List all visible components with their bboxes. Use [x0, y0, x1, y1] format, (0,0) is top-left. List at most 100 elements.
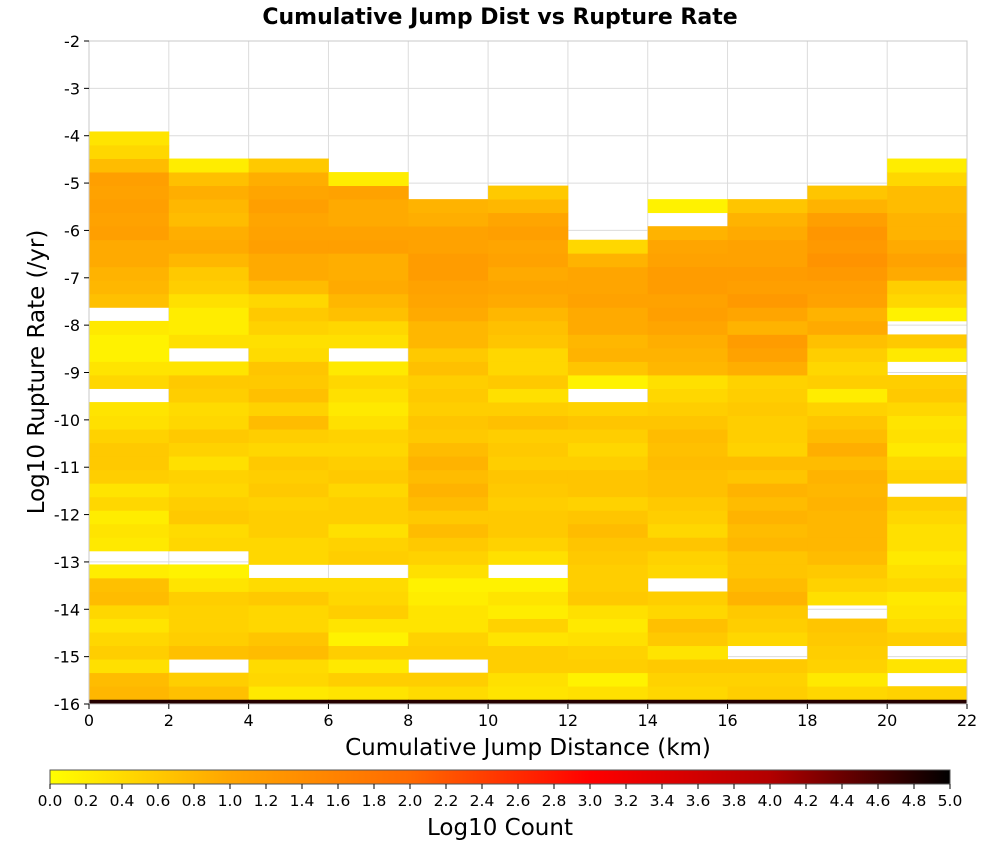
heatmap-cell — [887, 591, 968, 606]
heatmap-cell — [89, 605, 170, 619]
heatmap-cell — [647, 239, 728, 254]
heatmap-cell — [408, 577, 489, 592]
heatmap-cell — [408, 496, 489, 511]
heatmap-cell — [807, 510, 888, 525]
heatmap-cell — [488, 659, 569, 674]
heatmap-cell — [168, 577, 250, 592]
heatmap-cell — [168, 672, 250, 687]
heatmap-cell — [408, 320, 489, 335]
heatmap-cell — [328, 375, 409, 389]
heatmap-cell — [248, 415, 329, 430]
heatmap-cell — [168, 632, 250, 647]
heatmap-cell — [488, 185, 569, 200]
heatmap-cell — [488, 415, 569, 430]
heatmap-cell — [488, 266, 569, 281]
heatmap-cell — [807, 456, 888, 471]
y-tick-label: -12 — [54, 506, 80, 525]
heatmap-cell — [89, 320, 170, 335]
heatmap-cell — [408, 226, 489, 241]
heatmap-cell — [887, 347, 968, 362]
heatmap-cell — [567, 605, 649, 619]
heatmap-cell — [727, 469, 808, 484]
heatmap-cell — [807, 591, 888, 606]
colorbar-tick-label: 0.2 — [74, 792, 99, 810]
heatmap-cell — [887, 307, 968, 322]
heatmap-cell — [408, 672, 489, 687]
heatmap-cell — [168, 605, 250, 619]
heatmap-cell — [807, 699, 888, 704]
x-tick-label: 20 — [877, 711, 897, 730]
heatmap-cell — [887, 496, 968, 511]
heatmap-cell — [408, 510, 489, 525]
colorbar-label: Log10 Count — [427, 815, 573, 841]
heatmap-cell — [727, 212, 808, 227]
heatmap-cell — [408, 618, 489, 633]
heatmap-cell — [807, 550, 888, 565]
heatmap-cell — [488, 293, 569, 308]
heatmap-cell — [887, 266, 968, 281]
heatmap-cell — [567, 483, 649, 498]
heatmap-cell — [168, 212, 250, 227]
heatmap-cell — [727, 226, 808, 241]
heatmap-cell — [647, 537, 728, 552]
heatmap-cell — [647, 469, 728, 484]
heatmap-cell — [248, 469, 329, 484]
heatmap-cell — [248, 185, 329, 200]
colorbar-tick-label: 1.6 — [326, 792, 351, 810]
heatmap-cell — [887, 469, 968, 484]
heatmap-cell — [248, 320, 329, 335]
heatmap-cell — [647, 402, 728, 417]
x-tick-label: 0 — [84, 711, 94, 730]
heatmap-cell — [89, 483, 170, 498]
heatmap-cell — [647, 280, 728, 295]
colorbar-tick-label: 3.2 — [614, 792, 639, 810]
heatmap-cell — [887, 172, 968, 187]
heatmap-cell — [727, 686, 808, 701]
heatmap-cell — [328, 659, 409, 674]
heatmap-cell — [89, 564, 170, 579]
heatmap-cell — [647, 442, 728, 457]
x-tick-label: 22 — [957, 711, 977, 730]
heatmap-cell — [408, 632, 489, 647]
heatmap-cell — [408, 645, 489, 660]
heatmap-cells — [89, 131, 968, 704]
colorbar-tick-label: 0.0 — [38, 792, 63, 810]
heatmap-cell — [168, 375, 250, 389]
heatmap-cell — [488, 280, 569, 295]
heatmap-cell — [807, 686, 888, 701]
heatmap-cell — [408, 550, 489, 565]
heatmap-cell — [567, 672, 649, 687]
heatmap-cell — [887, 618, 968, 633]
heatmap-cell — [887, 659, 968, 674]
heatmap-cell — [567, 510, 649, 525]
heatmap-cell — [567, 239, 649, 254]
y-tick-label: -14 — [54, 600, 80, 619]
heatmap-cell — [89, 618, 170, 633]
heatmap-cell — [807, 375, 888, 389]
heatmap-cell — [328, 361, 409, 376]
heatmap-cell — [488, 605, 569, 619]
heatmap-cell — [488, 618, 569, 633]
heatmap-cell — [89, 226, 170, 241]
heatmap-cell — [727, 564, 808, 579]
x-tick-label: 18 — [797, 711, 817, 730]
heatmap-cell — [887, 456, 968, 471]
heatmap-cell — [727, 375, 808, 389]
heatmap-cell — [168, 334, 250, 349]
plot-area — [88, 40, 968, 705]
heatmap-cell — [328, 253, 409, 268]
heatmap-cell — [328, 266, 409, 281]
heatmap-cell — [887, 239, 968, 254]
heatmap-cell — [408, 442, 489, 457]
heatmap-cell — [488, 212, 569, 227]
x-axis-label: Cumulative Jump Distance (km) — [345, 735, 711, 761]
heatmap-cell — [89, 645, 170, 660]
heatmap-cell — [647, 605, 728, 619]
heatmap-cell — [168, 253, 250, 268]
heatmap-cell — [887, 402, 968, 417]
heatmap-cell — [807, 347, 888, 362]
heatmap-cell — [248, 429, 329, 444]
heatmap-cell — [727, 510, 808, 525]
heatmap-cell — [168, 199, 250, 214]
